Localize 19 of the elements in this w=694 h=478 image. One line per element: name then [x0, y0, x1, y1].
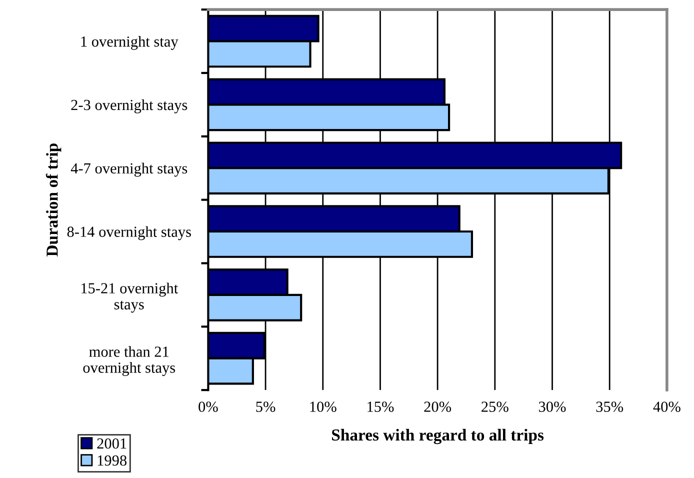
x-tick-label: 20% [424, 402, 452, 412]
x-tick-label: 5% [256, 402, 276, 412]
x-tick-label: 0% [198, 402, 218, 412]
x-tick-label: 25% [482, 402, 508, 412]
y-tick-label: more than 21 overnight stays [83, 346, 176, 376]
x-tick-label: 35% [596, 402, 624, 412]
legend-label: 1998 [98, 455, 127, 466]
x-axis-title: Shares with regard to all trips [332, 428, 544, 444]
x-tick-label: 30% [538, 402, 566, 412]
y-tick-label: 2-3 overnight stays [71, 99, 188, 114]
x-tick-label: 40% [653, 402, 680, 412]
legend-label: 2001 [97, 438, 126, 449]
y-tick-label: 8-14 overnight stays [67, 226, 191, 240]
x-tick-label: 10% [310, 402, 336, 412]
y-tick-label: 4-7 overnight stays [70, 162, 188, 177]
y-axis-title: Duration of trip [46, 144, 62, 256]
y-tick-label: 15-21 overnight stays [81, 282, 178, 313]
x-tick-label: 15% [368, 402, 394, 412]
y-tick-label: 1 overnight stay [81, 36, 178, 50]
